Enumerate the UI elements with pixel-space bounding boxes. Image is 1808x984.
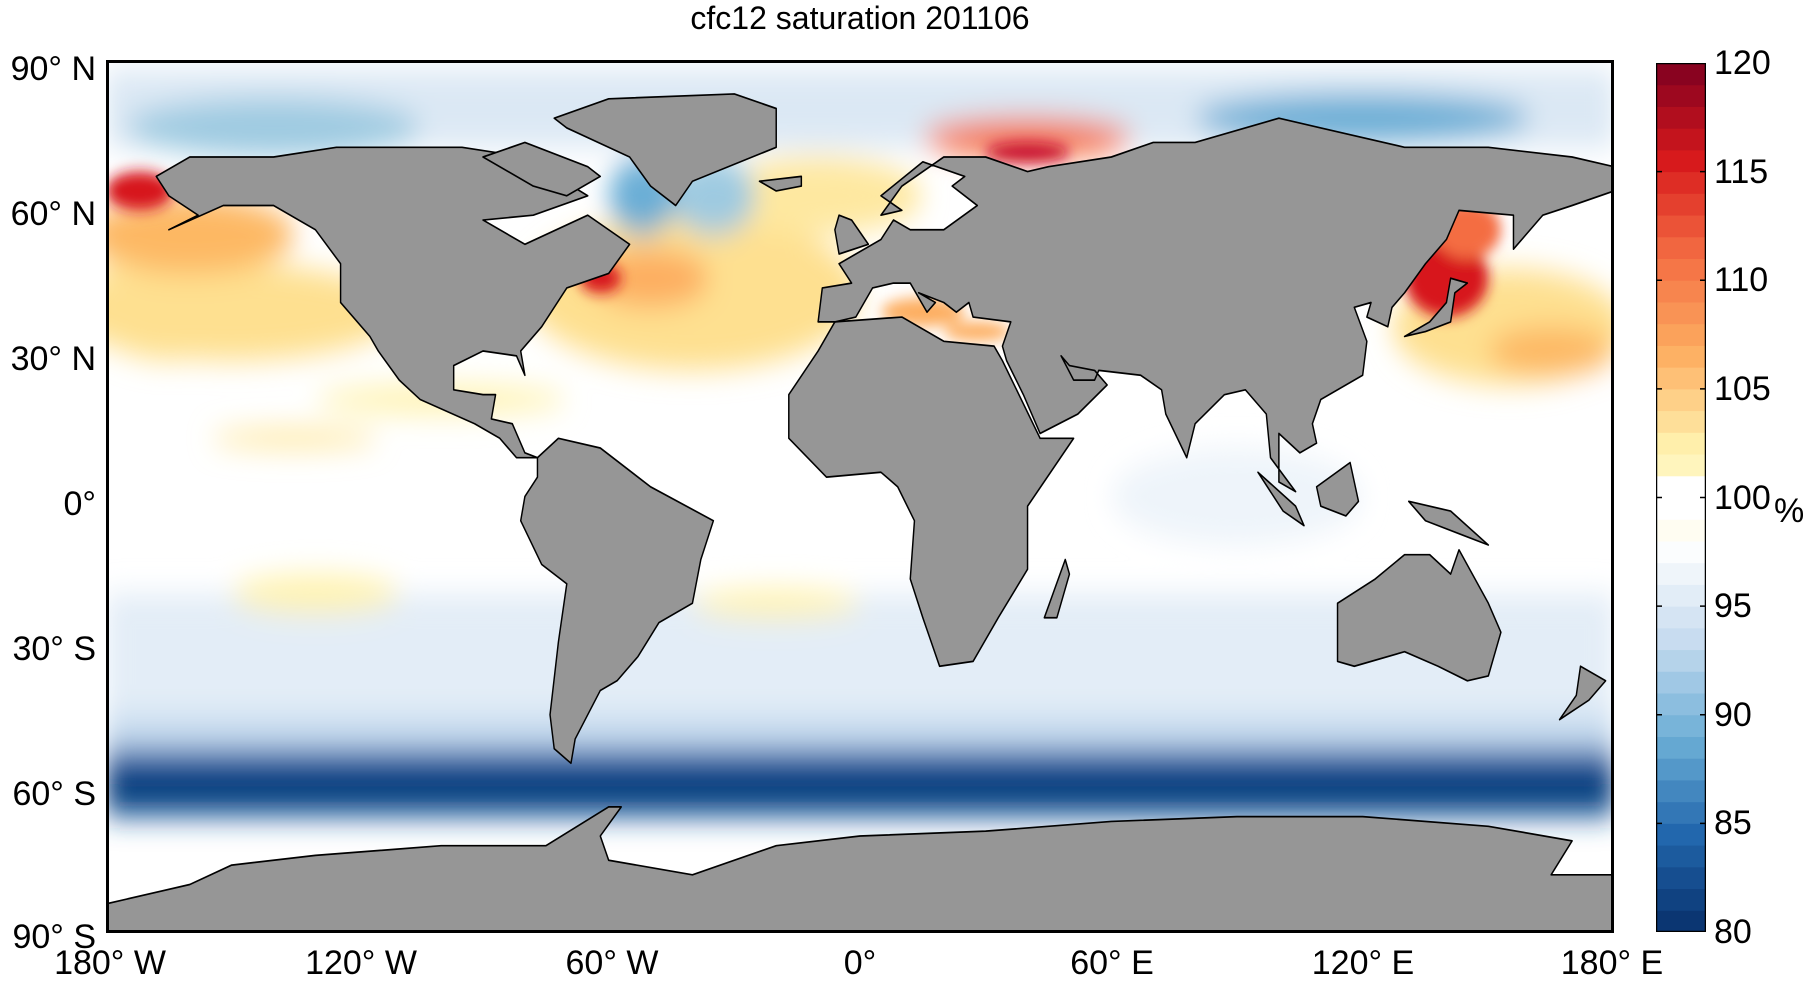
colorbar-level bbox=[1656, 888, 1706, 911]
colorbar-level bbox=[1656, 671, 1706, 694]
baffin-island bbox=[482, 141, 602, 197]
colorbar-level bbox=[1656, 562, 1706, 585]
y-tick-label: 90° S bbox=[12, 918, 96, 956]
colorbar-level bbox=[1656, 693, 1706, 716]
colorbar-tick-label: 120 bbox=[1714, 44, 1771, 82]
north-america bbox=[155, 146, 631, 459]
land-masses bbox=[106, 93, 1614, 933]
y-tick-label: 60° N bbox=[10, 195, 96, 233]
colorbar-level bbox=[1656, 845, 1706, 868]
colorbar-level bbox=[1656, 649, 1706, 672]
colorbar-level bbox=[1656, 280, 1706, 303]
colorbar-level bbox=[1656, 258, 1706, 281]
colorbar-level bbox=[1656, 866, 1706, 890]
x-tick-label: 60° E bbox=[1070, 944, 1154, 982]
colorbar-level bbox=[1656, 736, 1706, 759]
colorbar-tick-label: 115 bbox=[1714, 152, 1769, 191]
south-america bbox=[519, 437, 715, 765]
y-tick-label: 60° S bbox=[12, 775, 96, 813]
x-tick-label: 120° E bbox=[1311, 944, 1415, 982]
new-zealand bbox=[1558, 665, 1607, 721]
iceland bbox=[758, 175, 803, 192]
australia bbox=[1336, 549, 1502, 682]
colorbar-tick-label: 100 bbox=[1714, 478, 1771, 517]
x-tick-label: 60° W bbox=[565, 944, 659, 982]
colorbar-level bbox=[1656, 128, 1706, 151]
greenland bbox=[553, 93, 777, 207]
antarctica bbox=[106, 806, 1614, 933]
colorbar-level bbox=[1656, 301, 1706, 325]
colorbar bbox=[1656, 63, 1706, 932]
borneo bbox=[1315, 461, 1360, 517]
y-tick-label: 0° bbox=[63, 485, 96, 523]
y-tick-label: 30° N bbox=[10, 340, 96, 378]
colorbar-level bbox=[1656, 779, 1706, 803]
colorbar-level bbox=[1656, 236, 1706, 260]
y-tick-label: 30° S bbox=[12, 630, 96, 668]
colorbar-level bbox=[1656, 910, 1706, 932]
colorbar-level bbox=[1656, 540, 1706, 564]
africa bbox=[788, 316, 1075, 668]
colorbar-tick-label: 85 bbox=[1714, 804, 1752, 843]
x-tick-label: 0° bbox=[843, 944, 877, 982]
colorbar-level bbox=[1656, 410, 1706, 433]
x-tick-label: 120° W bbox=[305, 944, 417, 982]
colorbar-level bbox=[1656, 475, 1706, 498]
british-isles bbox=[834, 214, 870, 255]
colorbar-level bbox=[1656, 149, 1706, 173]
new-guinea bbox=[1408, 500, 1490, 546]
colorbar-level bbox=[1656, 714, 1706, 737]
colorbar-level bbox=[1656, 84, 1706, 107]
colorbar-level bbox=[1656, 323, 1706, 346]
colorbar-tick-label: 110 bbox=[1714, 261, 1769, 300]
x-tick-label: 180° E bbox=[1560, 944, 1664, 982]
colorbar-level bbox=[1656, 215, 1706, 238]
colorbar-level bbox=[1656, 627, 1706, 651]
map-axes-frame bbox=[106, 60, 1614, 933]
colorbar-level bbox=[1656, 388, 1706, 412]
colorbar-level bbox=[1656, 497, 1706, 520]
sumatra bbox=[1257, 471, 1305, 527]
colorbar-level bbox=[1656, 823, 1706, 846]
colorbar-tick-label: 105 bbox=[1714, 369, 1771, 408]
colorbar-level bbox=[1656, 519, 1706, 542]
japan bbox=[1403, 277, 1469, 338]
colorbar-level bbox=[1656, 345, 1706, 368]
colorbar-unit-label: % bbox=[1774, 492, 1805, 530]
colorbar-level bbox=[1656, 171, 1706, 194]
map-plot-area bbox=[106, 60, 1614, 933]
eurasia bbox=[817, 117, 1614, 493]
madagascar bbox=[1043, 558, 1071, 619]
colorbar-level bbox=[1656, 106, 1706, 129]
colorbar-level bbox=[1656, 454, 1706, 477]
colorbar-tick-label: 90 bbox=[1714, 695, 1752, 734]
colorbar-level bbox=[1656, 584, 1706, 607]
colorbar-level bbox=[1656, 63, 1706, 86]
y-tick-label: 90° N bbox=[10, 50, 96, 88]
colorbar-level bbox=[1656, 432, 1706, 455]
x-tick-label: 180° W bbox=[54, 944, 166, 982]
chart-title: cfc12 saturation 201106 bbox=[690, 0, 1030, 36]
colorbar-tick-label: 95 bbox=[1714, 587, 1752, 626]
colorbar-level bbox=[1656, 193, 1706, 216]
colorbar-level bbox=[1656, 367, 1706, 390]
colorbar-level bbox=[1656, 801, 1706, 824]
colorbar-level bbox=[1656, 758, 1706, 781]
colorbar-tick-label: 80 bbox=[1714, 913, 1752, 951]
colorbar-level bbox=[1656, 606, 1706, 629]
